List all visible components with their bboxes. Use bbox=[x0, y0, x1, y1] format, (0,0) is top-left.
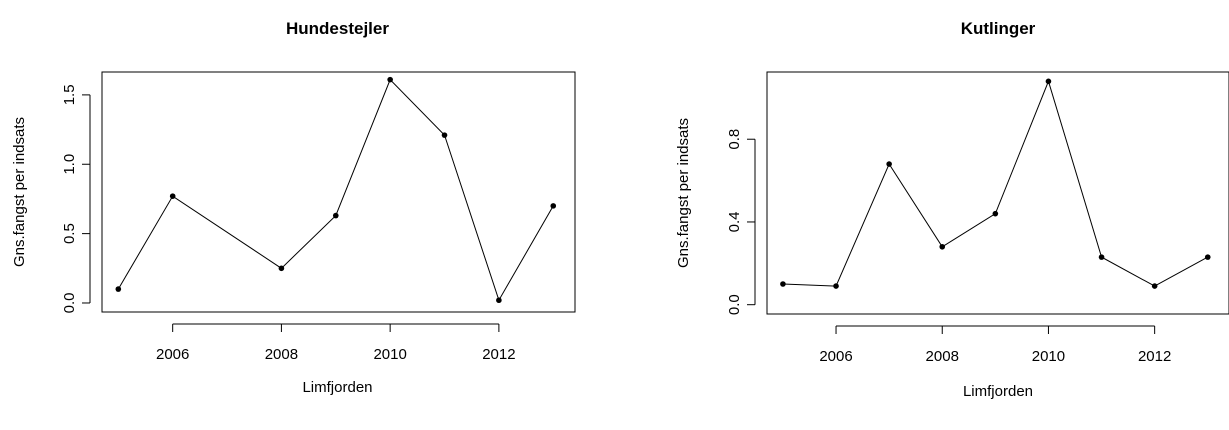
y-tick-label: 1.5 bbox=[61, 84, 78, 105]
x-axis: 2006 2008 2010 2012 bbox=[819, 325, 1171, 365]
data-point bbox=[886, 161, 892, 167]
series bbox=[115, 76, 557, 304]
y-axis-label: Gns.fangst per indsats bbox=[675, 118, 692, 268]
x-tick-label: 2008 bbox=[926, 348, 959, 365]
data-point bbox=[1204, 254, 1211, 260]
x-axis-label: Limfjorden bbox=[963, 383, 1033, 400]
data-point bbox=[939, 243, 946, 250]
x-tick-label: 2010 bbox=[373, 346, 406, 363]
y-axis: 0.0 0.5 1.0 1.5 bbox=[61, 84, 91, 314]
y-tick-label: 0.4 bbox=[726, 212, 743, 233]
data-point bbox=[1151, 283, 1158, 289]
x-tick-label: 2012 bbox=[482, 346, 515, 363]
data-point bbox=[332, 212, 339, 219]
y-tick-label: 0.8 bbox=[726, 129, 743, 150]
y-axis-label: Gns.fangst per indsats bbox=[11, 117, 28, 267]
y-tick-label: 0.5 bbox=[61, 223, 78, 244]
y-tick-label: 0.0 bbox=[61, 293, 78, 314]
chart-panel-hundestejler: Hundestejler Limfjorden Gns.fangst per i… bbox=[11, 19, 576, 396]
chart-title: Kutlinger bbox=[961, 19, 1036, 38]
x-tick-label: 2012 bbox=[1138, 348, 1171, 365]
y-tick-label: 1.0 bbox=[61, 154, 78, 175]
x-axis-label: Limfjorden bbox=[302, 379, 372, 396]
y-tick-label: 0.0 bbox=[726, 294, 743, 315]
data-point bbox=[169, 193, 176, 199]
data-point bbox=[780, 281, 786, 287]
data-point bbox=[833, 283, 839, 289]
series bbox=[780, 78, 1211, 289]
data-point bbox=[1045, 78, 1052, 85]
data-point bbox=[1098, 254, 1105, 260]
data-point bbox=[115, 286, 122, 292]
plot-frame bbox=[101, 71, 576, 313]
data-point bbox=[992, 210, 999, 217]
data-point bbox=[278, 265, 285, 272]
series-line bbox=[782, 79, 1208, 287]
x-tick-label: 2008 bbox=[265, 346, 298, 363]
x-tick-label: 2006 bbox=[819, 348, 852, 365]
x-axis: 2006 2008 2010 2012 bbox=[156, 323, 516, 363]
data-point bbox=[441, 132, 448, 138]
y-axis: 0.0 0.4 0.8 bbox=[726, 129, 756, 315]
x-tick-label: 2006 bbox=[156, 346, 189, 363]
chart-title: Hundestejler bbox=[286, 19, 389, 38]
x-tick-label: 2010 bbox=[1032, 348, 1065, 365]
data-point bbox=[550, 203, 557, 209]
series-line bbox=[117, 78, 554, 302]
chart-panel-kutlinger: Kutlinger Limfjorden Gns.fangst per inds… bbox=[675, 19, 1229, 400]
data-point bbox=[387, 76, 393, 83]
plot-frame bbox=[766, 71, 1229, 315]
data-point bbox=[496, 297, 502, 304]
